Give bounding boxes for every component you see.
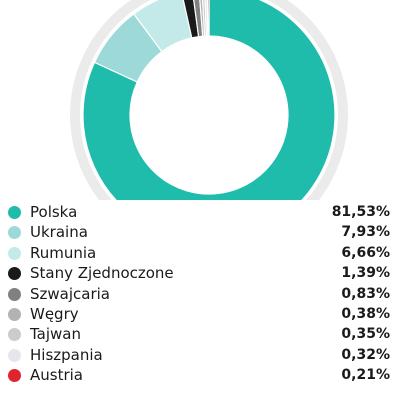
donut-slice-0 xyxy=(82,0,336,200)
legend-item: Polska 81,53% xyxy=(8,202,390,222)
legend-value: 0,83% xyxy=(341,285,390,302)
legend-value: 6,66% xyxy=(341,244,390,261)
legend-label: Stany Zjednoczone xyxy=(30,264,174,283)
legend-value: 0,32% xyxy=(341,346,390,363)
legend-item: Rumunia 6,66% xyxy=(8,243,390,263)
legend-value: 7,93% xyxy=(341,224,390,241)
legend-label: Węgry xyxy=(30,304,79,323)
legend-value: 81,53% xyxy=(331,204,390,220)
legend-item: Ukraina 7,93% xyxy=(8,222,390,242)
legend-item: Stany Zjednoczone 1,39% xyxy=(8,263,390,283)
legend-swatch xyxy=(8,226,21,240)
legend-swatch xyxy=(8,246,21,260)
legend-label: Rumunia xyxy=(30,243,97,262)
legend-item: Austria 0,21% xyxy=(8,365,390,385)
legend-value: 0,21% xyxy=(341,367,390,384)
legend-swatch xyxy=(8,267,21,281)
legend-item: Hiszpania 0,32% xyxy=(8,345,390,365)
legend-swatch xyxy=(8,369,21,383)
legend-value: 0,38% xyxy=(341,305,390,322)
legend-label: Tajwan xyxy=(30,325,82,344)
legend-swatch xyxy=(8,348,21,362)
legend-label: Austria xyxy=(30,366,83,385)
donut-outer-ring xyxy=(70,0,348,200)
legend-label: Szwajcaria xyxy=(30,284,110,303)
donut-slices xyxy=(82,0,336,200)
legend-item: Węgry 0,38% xyxy=(8,304,390,324)
donut-slice-8 xyxy=(206,0,210,37)
legend-swatch xyxy=(8,307,21,321)
legend-value: 1,39% xyxy=(341,265,390,282)
legend-label: Ukraina xyxy=(30,223,88,242)
legend-item: Szwajcaria 0,83% xyxy=(8,284,390,304)
legend-swatch xyxy=(8,287,21,301)
donut-chart xyxy=(70,0,348,200)
legend-swatch xyxy=(8,328,21,342)
chart-legend: Polska 81,53% Ukraina 7,93% Rumunia 6,66% Stan… xyxy=(8,202,390,386)
legend-swatch xyxy=(8,206,21,219)
legend-item: Tajwan 0,35% xyxy=(8,324,390,344)
legend-label: Polska xyxy=(30,203,78,221)
legend-value: 0,35% xyxy=(341,326,390,343)
legend-label: Hiszpania xyxy=(30,345,103,364)
